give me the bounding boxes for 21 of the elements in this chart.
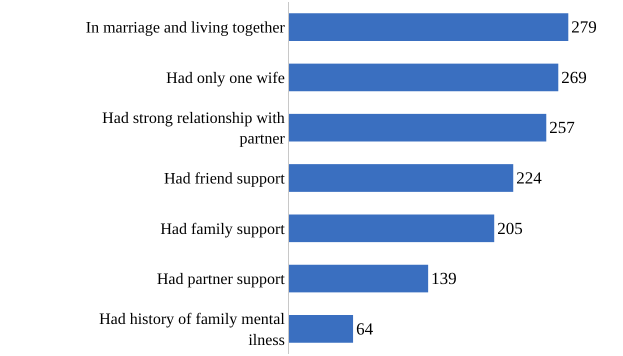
- data-label: 64: [356, 319, 374, 338]
- y-tick-label: Had history of family mental ilness: [99, 311, 286, 349]
- data-label: 257: [549, 118, 576, 138]
- bar: [289, 13, 568, 41]
- data-label: 224: [516, 168, 542, 188]
- bar: [289, 164, 514, 192]
- y-tick-label: In marriage and living together: [86, 20, 286, 37]
- y-tick-label: Had partner support: [156, 271, 286, 288]
- y-tick-label: Had only one wife: [166, 70, 285, 88]
- bar: [289, 264, 428, 292]
- bar: [289, 64, 558, 92]
- data-label: 269: [561, 68, 587, 87]
- y-tick-label: Had family support: [160, 220, 286, 238]
- bar: [289, 114, 546, 142]
- y-tick-label: Had friend support: [164, 170, 286, 188]
- y-tick-label: Had strong relationship with partner: [102, 110, 286, 148]
- bar: [289, 214, 494, 242]
- bar: [289, 315, 354, 343]
- data-label: 205: [497, 218, 523, 238]
- data-label: 139: [431, 269, 457, 288]
- data-label: 279: [571, 18, 597, 37]
